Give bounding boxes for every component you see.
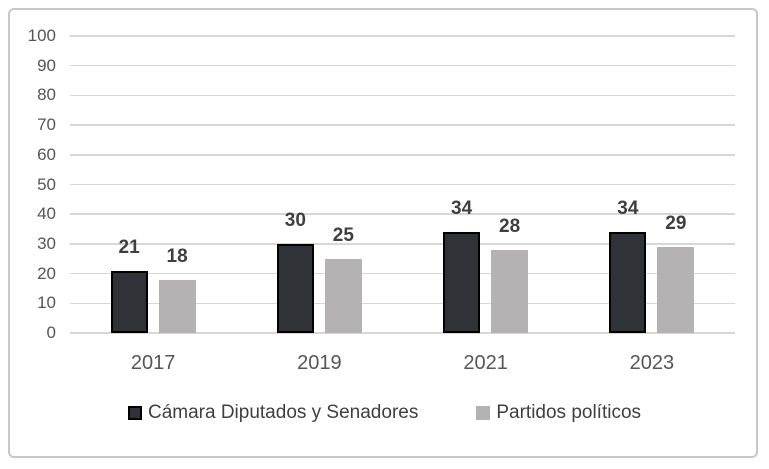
plot-area: 21 18 30 25 34 28 34 29 [70,35,735,334]
gridline-0 [70,332,735,334]
bar-series1-2017 [158,279,196,333]
legend-label-camara: Cámara Diputados y Senadores [147,402,419,423]
bar-series1-2019 [324,258,362,333]
gridline-30 [70,243,735,245]
data-label-series1-2017: 18 [166,245,188,267]
data-label-series0-2019: 30 [284,209,306,231]
legend-item-partidos: Partidos políticos [476,402,641,424]
y-tick-label-80: 80 [37,85,56,105]
legend-swatch-camara [127,406,142,420]
gridline-50 [70,183,735,186]
y-tick-label-40: 40 [37,204,56,224]
y-tick-label-50: 50 [37,174,56,194]
y-tick-label-20: 20 [37,263,56,283]
data-label-series1-2019: 25 [332,224,354,246]
data-label-series0-2017: 21 [118,236,140,258]
gridline-40 [70,213,735,215]
y-tick-label-0: 0 [46,323,56,342]
gridline-70 [70,124,735,126]
y-tick-label-90: 90 [37,55,56,75]
x-tick-label-2021: 2021 [463,352,508,374]
bar-series0-2021 [443,232,481,333]
x-tick-label-2023: 2023 [629,352,675,374]
y-tick-label-60: 60 [37,144,56,164]
y-tick-label-10: 10 [37,293,56,313]
gridline-60 [70,154,735,156]
data-label-series0-2023: 34 [617,198,639,220]
bar-series0-2017 [110,270,148,333]
gridline-100 [70,35,735,37]
gridline-90 [70,64,735,67]
legend-item-camara: Cámara Diputados y Senadores [127,402,419,424]
data-label-series0-2021: 34 [451,198,473,220]
y-tick-label-100: 100 [27,26,56,45]
y-tick-label-30: 30 [37,233,56,253]
legend-swatch-partidos [476,406,491,420]
bar-series1-2021 [491,249,529,333]
data-label-series1-2023: 29 [665,212,687,234]
x-axis-labels: 2017 2019 2021 2023 [70,350,735,376]
x-tick-label-2017: 2017 [130,352,176,374]
bar-series1-2023 [657,246,695,333]
legend: Cámara Diputados y Senadores Partidos po… [0,402,769,424]
y-tick-label-70: 70 [37,115,56,135]
bar-series0-2023 [609,232,647,333]
gridline-20 [70,272,735,275]
gridline-80 [70,94,735,97]
legend-label-partidos: Partidos políticos [496,402,642,423]
bar-series0-2019 [276,243,314,333]
x-tick-label-2019: 2019 [297,352,342,374]
gridline-10 [70,302,735,305]
data-label-series1-2021: 28 [499,215,521,237]
y-axis-labels: 0 10 20 30 40 50 60 70 80 90 100 [10,26,56,342]
